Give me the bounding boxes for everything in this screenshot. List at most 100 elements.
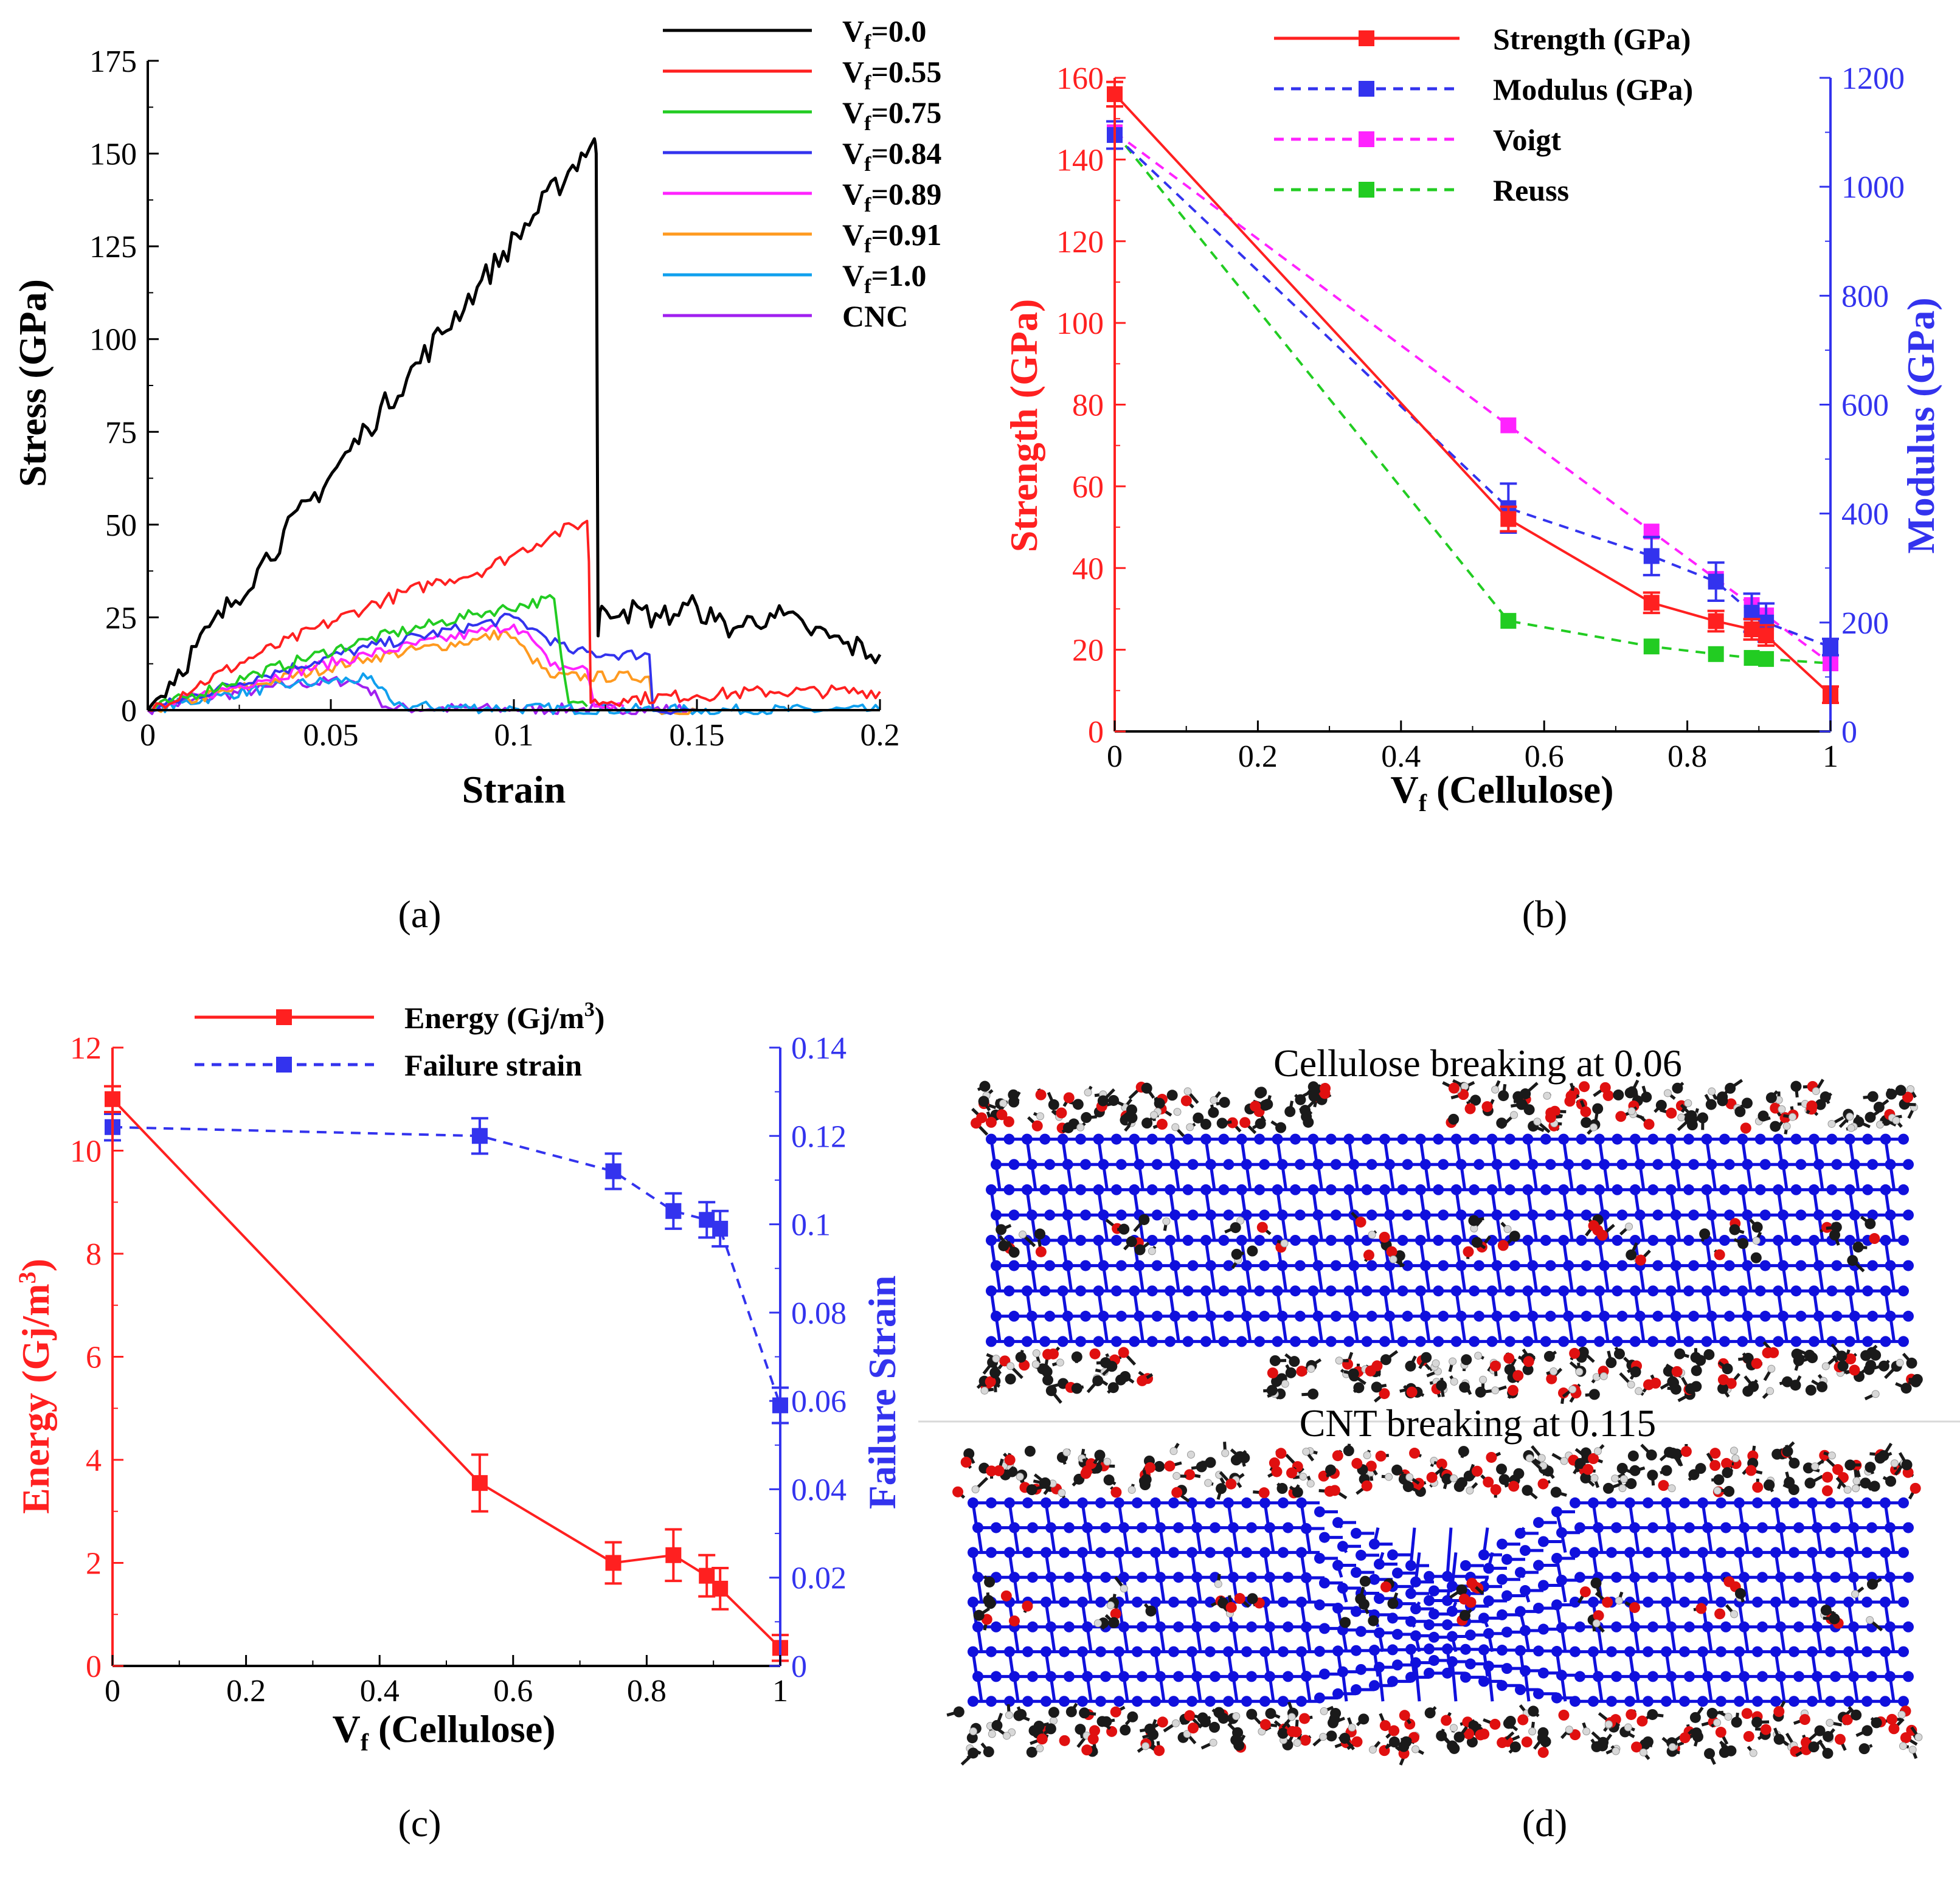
cnt-atom [1724, 1260, 1735, 1271]
cellulose-atom [1789, 1457, 1799, 1468]
cnt-atom [1465, 1629, 1476, 1640]
cnt-atom [1134, 1311, 1144, 1322]
cnt-atom [1039, 1285, 1050, 1296]
cnt-atom [1332, 1688, 1343, 1699]
cnt-atom [1147, 1336, 1158, 1347]
cnt-atom [1770, 1646, 1781, 1657]
cnt-atom [1296, 1597, 1307, 1608]
cnt-atom [1295, 1159, 1306, 1170]
cellulose-atom [1270, 1355, 1281, 1366]
legend-label: Strength (GPa) [1493, 22, 1691, 56]
cnt-atom [1706, 1311, 1717, 1322]
cellulose-atom [1154, 1745, 1165, 1756]
cnt-atom [1155, 1622, 1166, 1633]
cnt-atom [1734, 1498, 1745, 1508]
cellulose-atom [1909, 1746, 1916, 1753]
cellulose-atom [1472, 1237, 1483, 1248]
cellulose-atom [1799, 1714, 1810, 1725]
cnt-atom [1044, 1209, 1055, 1220]
cellulose-atom [1412, 1746, 1419, 1753]
cnt-atom [1701, 1134, 1712, 1145]
cnt-atom [1576, 1336, 1587, 1347]
cellulose-atom [1707, 1708, 1718, 1719]
cnt-atom [1652, 1209, 1663, 1220]
cnt-atom [1551, 1600, 1562, 1611]
cellulose-atom [1454, 1732, 1465, 1743]
cnt-atom [1041, 1547, 1051, 1558]
cnt-atom [1451, 1235, 1462, 1246]
cellulose-atom [1789, 1484, 1799, 1495]
y-tick-label: 40 [1072, 551, 1104, 586]
cellulose-atom [1036, 1246, 1047, 1257]
cnt-atom [1862, 1336, 1873, 1347]
cellulose-atom [1524, 1104, 1535, 1115]
cnt-atom [1077, 1696, 1088, 1707]
cellulose-atom [1722, 1363, 1733, 1374]
cnt-atom [1538, 1624, 1549, 1635]
cnt-atom [1556, 1622, 1567, 1633]
cellulose-atom [1231, 1454, 1242, 1465]
cellulose-atom [1368, 1231, 1376, 1239]
cellulose-atom [1912, 1374, 1923, 1385]
cnt-atom [1397, 1285, 1408, 1296]
cellulose-atom [1276, 1483, 1287, 1494]
cnt-atom [1283, 1572, 1293, 1583]
cnt-atom [1080, 1311, 1091, 1322]
cellulose-atom [1048, 1707, 1059, 1718]
cellulose-atom [1709, 1460, 1720, 1471]
cnt-atom [1278, 1498, 1289, 1508]
cnt-atom [1041, 1646, 1051, 1657]
cnt-atom [1332, 1517, 1343, 1528]
cnt-atom [1064, 1522, 1075, 1533]
x-tick-label: 0.2 [226, 1674, 266, 1709]
cnt-atom [1045, 1671, 1056, 1682]
y-tick-label: 125 [89, 230, 137, 264]
cnt-atom [1351, 1645, 1362, 1656]
cnt-atom [1576, 1134, 1587, 1145]
cnt-atom [1259, 1159, 1270, 1170]
cellulose-atom [1551, 1487, 1562, 1498]
cellulose-atom [1513, 1468, 1524, 1479]
panel-c-xlabel-rest: (Cellulose) [369, 1707, 556, 1750]
cnt-atom [1683, 1336, 1694, 1347]
cnt-atom [1643, 1646, 1654, 1657]
cellulose-atom [1292, 1487, 1303, 1498]
cnt-atom [1312, 1260, 1323, 1271]
cnt-atom [1100, 1522, 1111, 1533]
cnt-atom [1813, 1159, 1824, 1170]
cnt-atom [1647, 1572, 1658, 1583]
y-tick-label: 12 [70, 1031, 102, 1066]
cnt-bond [1452, 1662, 1456, 1701]
cnt-atom [1830, 1522, 1841, 1533]
cellulose-atom [1000, 1100, 1007, 1107]
cnt-atom [1152, 1260, 1163, 1271]
cnt-atom [1885, 1159, 1896, 1170]
cellulose-atom [1197, 1712, 1208, 1723]
cellulose-atom [1508, 1480, 1519, 1491]
cnt-atom [1456, 1159, 1467, 1170]
cellulose-atom [1059, 1735, 1070, 1746]
cellulose-atom [1296, 1366, 1307, 1377]
cnt-atom [1433, 1235, 1444, 1246]
y-tick-label: 160 [1056, 61, 1104, 96]
cnt-atom [1574, 1572, 1585, 1583]
cellulose-atom [1299, 1713, 1310, 1724]
cnt-atom [1132, 1498, 1143, 1508]
cnt-atom [1246, 1622, 1257, 1633]
cnt-atom [1428, 1632, 1439, 1643]
cellulose-atom [1098, 1095, 1109, 1106]
cnt-atom [991, 1159, 1002, 1170]
cellulose-atom [1865, 1112, 1875, 1123]
y-tick-label: 0 [121, 694, 137, 728]
cellulose-atom [1300, 1735, 1311, 1746]
cellulose-atom [1498, 1240, 1509, 1251]
cnt-atom [1742, 1159, 1753, 1170]
cnt-atom [1773, 1336, 1784, 1347]
cellulose-atom [1475, 1352, 1482, 1360]
cnt-atom [1812, 1572, 1823, 1583]
legend-label-rest: ) [595, 1001, 605, 1035]
cellulose-atom [1888, 1723, 1899, 1734]
